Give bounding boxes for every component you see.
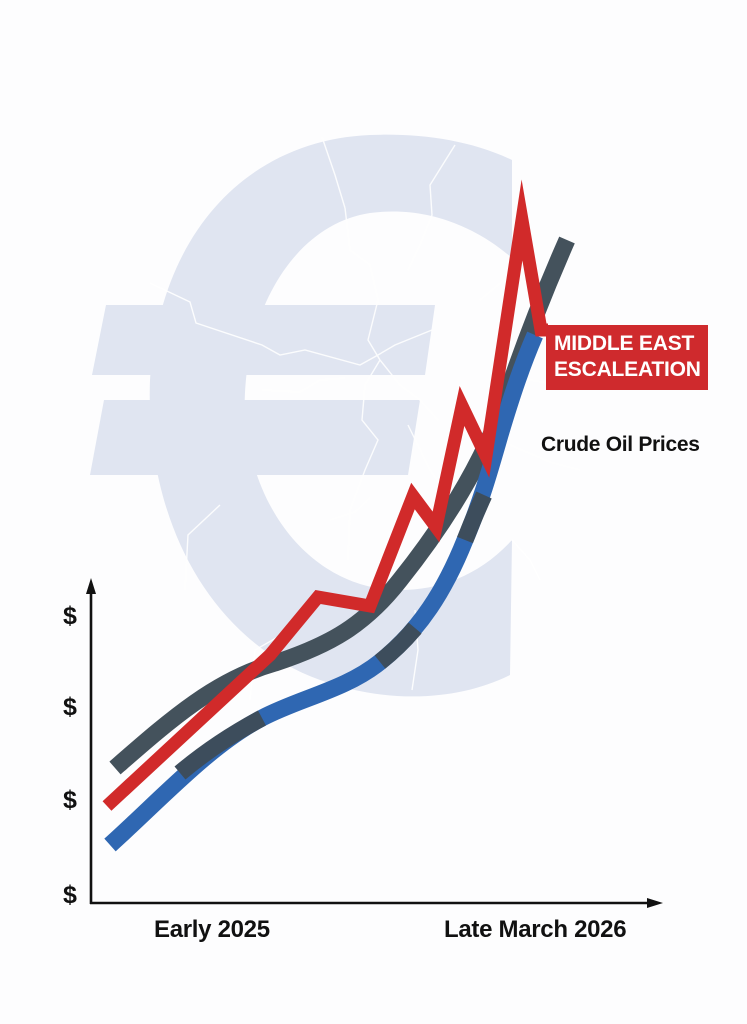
event-annotation-box: MIDDLE EAST ESCALEATION [546, 325, 708, 390]
euro-icon [90, 134, 512, 697]
series-blue-dark-segment [174, 710, 266, 780]
y-tick-label: $ [63, 693, 77, 721]
series-label-crude-oil: Crude Oil Prices [541, 433, 700, 456]
y-tick-label: $ [63, 881, 77, 909]
x-axis-arrow-icon [647, 898, 663, 908]
event-annotation-line1: MIDDLE EAST [554, 332, 695, 355]
series-blue-dark-segment [457, 491, 492, 544]
event-annotation-line2: ESCALEATION [554, 358, 701, 381]
series-blue-dark-segment [374, 622, 422, 669]
y-axis-arrow-icon [86, 578, 96, 594]
x-end-label: Late March 2026 [444, 916, 627, 943]
y-tick-label: $ [63, 602, 77, 630]
x-start-label: Early 2025 [154, 916, 270, 943]
series-red-line [102, 179, 548, 811]
y-tick-label: $ [63, 786, 77, 814]
axes [86, 578, 663, 908]
